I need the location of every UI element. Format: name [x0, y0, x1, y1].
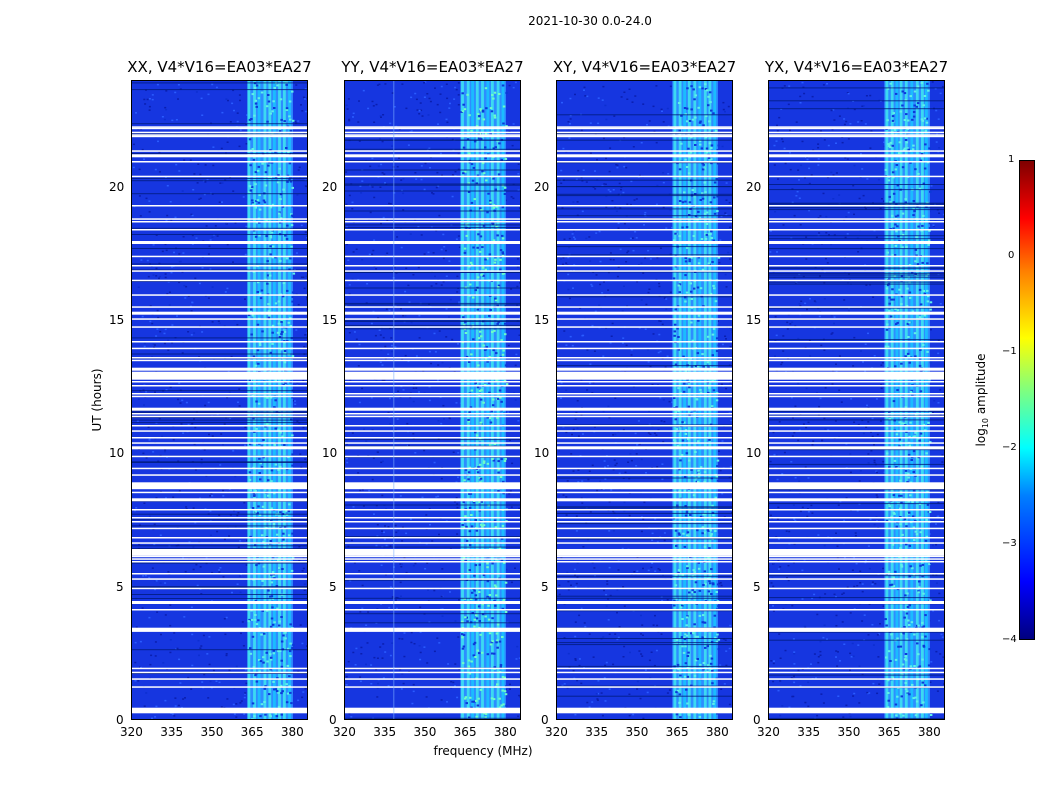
x-tick-label: 365: [665, 725, 689, 739]
y-tick-label: 5: [116, 579, 124, 594]
x-tick-label: 350: [413, 725, 437, 739]
spectrogram-plot: [768, 80, 945, 720]
x-tick-label: 365: [877, 725, 901, 739]
colorbar-tick-label: −2: [1002, 442, 1017, 453]
x-tick-label: 320: [333, 725, 356, 739]
x-tick-label: 350: [837, 725, 861, 739]
spectrogram-image: [557, 81, 732, 719]
colorbar: [1019, 160, 1035, 640]
spectrogram-plot: [556, 80, 733, 720]
y-tick-label: 20: [534, 179, 550, 194]
y-tick-label: 5: [753, 579, 761, 594]
x-tick-label: 335: [797, 725, 821, 739]
colorbar-label: log10 amplitude: [973, 353, 991, 447]
rfi-band: [247, 81, 296, 719]
x-tick-label: 380: [917, 725, 941, 739]
y-tick-label: 20: [746, 179, 762, 194]
y-tick-label: 15: [746, 313, 762, 327]
panel-title: YY, V4*V16=EA03*EA27: [341, 58, 524, 76]
flagged-rows: [345, 126, 520, 714]
spectrogram-plot: [131, 80, 308, 720]
rfi-band: [884, 81, 933, 719]
x-axis-label: frequency (MHz): [433, 744, 533, 758]
colorbar-tick-label: 1: [1008, 154, 1015, 165]
flagged-rows: [132, 126, 307, 714]
y-tick-label: 0: [753, 713, 761, 727]
x-tick-label: 320: [757, 725, 780, 739]
colorbar-tick-label: −3: [1002, 538, 1017, 549]
y-tick-label: 5: [329, 579, 337, 594]
panel-title: YX, V4*V16=EA03*EA27: [764, 58, 949, 76]
x-tick-label: 320: [120, 725, 143, 739]
x-tick-label: 350: [625, 725, 649, 739]
panel-title: XX, V4*V16=EA03*EA27: [127, 58, 312, 76]
y-tick-label: 10: [109, 446, 125, 461]
x-tick-label: 380: [280, 725, 304, 739]
spectrogram-image: [345, 81, 520, 719]
x-tick-label: 335: [585, 725, 609, 739]
y-tick-label: 0: [329, 713, 337, 727]
y-tick-label: 10: [746, 446, 762, 461]
panel-title: XY, V4*V16=EA03*EA27: [552, 58, 737, 76]
y-tick-label: 5: [541, 579, 549, 594]
x-tick-label: 320: [545, 725, 568, 739]
y-tick-label: 10: [534, 446, 550, 461]
x-tick-label: 335: [160, 725, 184, 739]
x-tick-label: 365: [453, 725, 477, 739]
rfi-vertical-line: [393, 81, 395, 719]
colorbar-tick-label: −4: [1002, 634, 1017, 645]
flagged-rows: [769, 126, 944, 714]
y-tick-label: 10: [322, 446, 338, 461]
x-tick-label: 350: [200, 725, 224, 739]
colorbar-tick-label: 0: [1008, 250, 1015, 261]
x-tick-label: 365: [240, 725, 264, 739]
x-tick-label: 335: [373, 725, 397, 739]
y-axis-label: UT (hours): [90, 368, 104, 432]
x-tick-label: 380: [705, 725, 729, 739]
colorbar-tick-label: −1: [1002, 346, 1017, 357]
y-tick-label: 15: [322, 313, 338, 327]
y-tick-label: 0: [116, 713, 124, 727]
spectrogram-plot: [344, 80, 521, 720]
spectrogram-image: [132, 81, 307, 719]
y-tick-label: 20: [322, 179, 338, 194]
x-tick-label: 380: [493, 725, 517, 739]
y-tick-label: 15: [109, 313, 125, 327]
rfi-band: [460, 81, 509, 719]
figure-title: 2021-10-30 0.0-24.0: [528, 14, 652, 28]
y-tick-label: 15: [534, 313, 550, 327]
spectrogram-image: [769, 81, 944, 719]
flagged-rows: [557, 126, 732, 714]
y-tick-label: 20: [109, 179, 125, 194]
y-tick-label: 0: [541, 713, 549, 727]
